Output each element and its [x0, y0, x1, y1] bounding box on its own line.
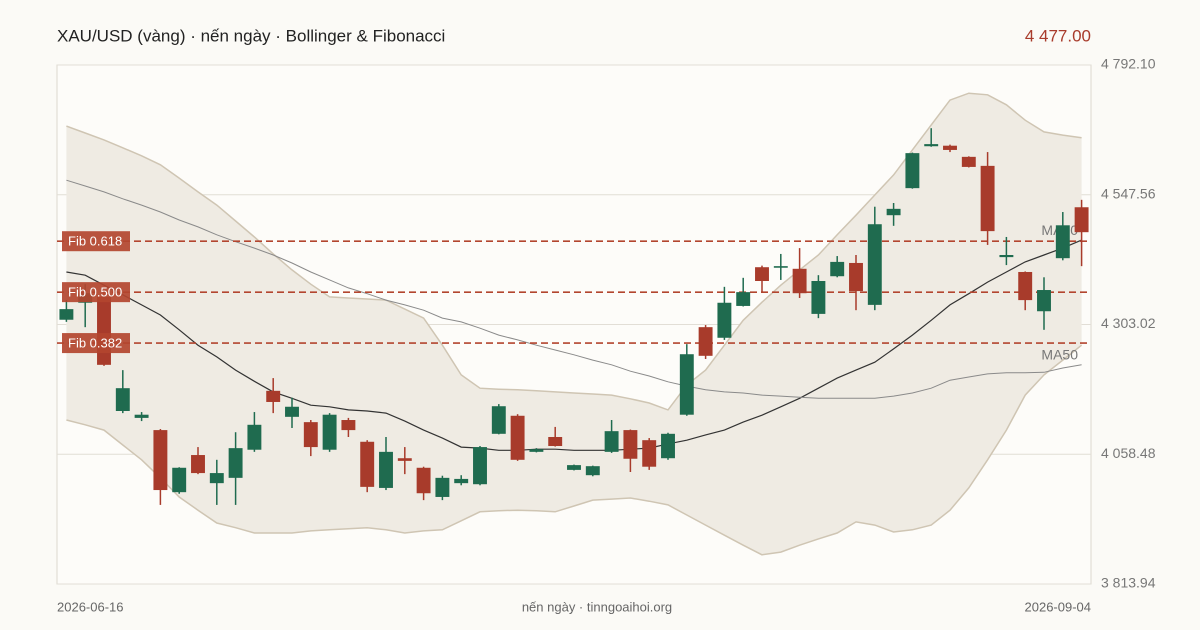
- candle-body: [999, 255, 1014, 258]
- candle-body: [153, 430, 168, 491]
- fib-label: Fib 0.500: [68, 285, 122, 300]
- candle-body: [905, 153, 920, 189]
- ma-line: [66, 239, 1082, 451]
- y-tick-label: 4 792.10: [1101, 56, 1156, 72]
- price-label: 4 477.00: [1025, 26, 1091, 45]
- candle-body: [792, 268, 807, 294]
- candle-body: [209, 473, 224, 484]
- fib-label: Fib 0.618: [68, 234, 122, 249]
- candle-body: [623, 430, 638, 459]
- candle-body: [961, 156, 976, 167]
- ma-label: MA50: [1041, 347, 1078, 363]
- candle-body: [1074, 207, 1089, 233]
- candle-body: [604, 431, 619, 452]
- y-tick-label: 4 058.48: [1101, 445, 1156, 461]
- candle-body: [379, 451, 393, 488]
- candle-body: [1018, 271, 1033, 301]
- candle-body: [529, 449, 544, 452]
- fib-label-box: [62, 231, 130, 252]
- candle-body: [811, 281, 826, 314]
- candle-body: [980, 165, 995, 232]
- band-fill: [66, 93, 1082, 555]
- candle-body: [303, 422, 318, 448]
- chart-title: XAU/USD (vàng) · nến ngày · Bollinger & …: [57, 26, 445, 45]
- candle-body: [830, 261, 845, 277]
- candle-body: [397, 458, 412, 461]
- candle-body: [924, 144, 939, 147]
- fib-label-box: [62, 282, 130, 303]
- x-end-label: 2026-09-04: [1025, 599, 1092, 614]
- band-upper: [66, 92, 1082, 411]
- candle-body: [435, 477, 450, 497]
- candle-body: [1055, 225, 1070, 259]
- candle-body: [134, 414, 149, 418]
- candle-body: [755, 267, 769, 282]
- candle-body: [322, 414, 337, 450]
- candle-body: [661, 433, 675, 459]
- candle-body: [585, 466, 600, 476]
- candle-body: [416, 467, 431, 494]
- x-start-label: 2026-06-16: [57, 599, 124, 614]
- candle-body: [59, 309, 74, 320]
- candle-body: [341, 420, 356, 431]
- candle-body: [247, 424, 262, 450]
- candle-body: [849, 262, 863, 292]
- band-lower: [66, 344, 1083, 556]
- candle-body: [736, 292, 751, 306]
- footer: nến ngày · tinngoaihoi.org: [522, 599, 672, 614]
- candle-body: [510, 415, 525, 460]
- y-tick-label: 4 547.56: [1101, 185, 1156, 201]
- candle-body: [1037, 290, 1051, 312]
- candle-body: [360, 441, 375, 487]
- candle-body: [548, 436, 563, 447]
- fib-label: Fib 0.382: [68, 336, 122, 351]
- candle-body: [191, 455, 205, 474]
- candle-body: [491, 406, 506, 434]
- candle-body: [473, 447, 487, 485]
- candle-body: [867, 224, 882, 305]
- candle-body: [773, 266, 788, 268]
- fib-label-box: [62, 333, 130, 354]
- candle-body: [228, 448, 243, 478]
- candle-body: [886, 208, 901, 216]
- candle-body: [567, 465, 581, 470]
- candle-body: [172, 467, 187, 493]
- candle-body: [97, 296, 111, 365]
- candle-body: [454, 478, 469, 484]
- candle-body: [266, 390, 281, 402]
- candle-body: [642, 440, 657, 467]
- y-tick-label: 3 813.94: [1101, 575, 1156, 591]
- candle-body: [943, 145, 957, 150]
- candle-body: [285, 406, 299, 417]
- y-tick-label: 4 303.02: [1101, 315, 1156, 331]
- candle-body: [115, 388, 130, 411]
- candle-body: [698, 327, 713, 356]
- candle-body: [679, 354, 694, 415]
- candle-body: [717, 302, 732, 338]
